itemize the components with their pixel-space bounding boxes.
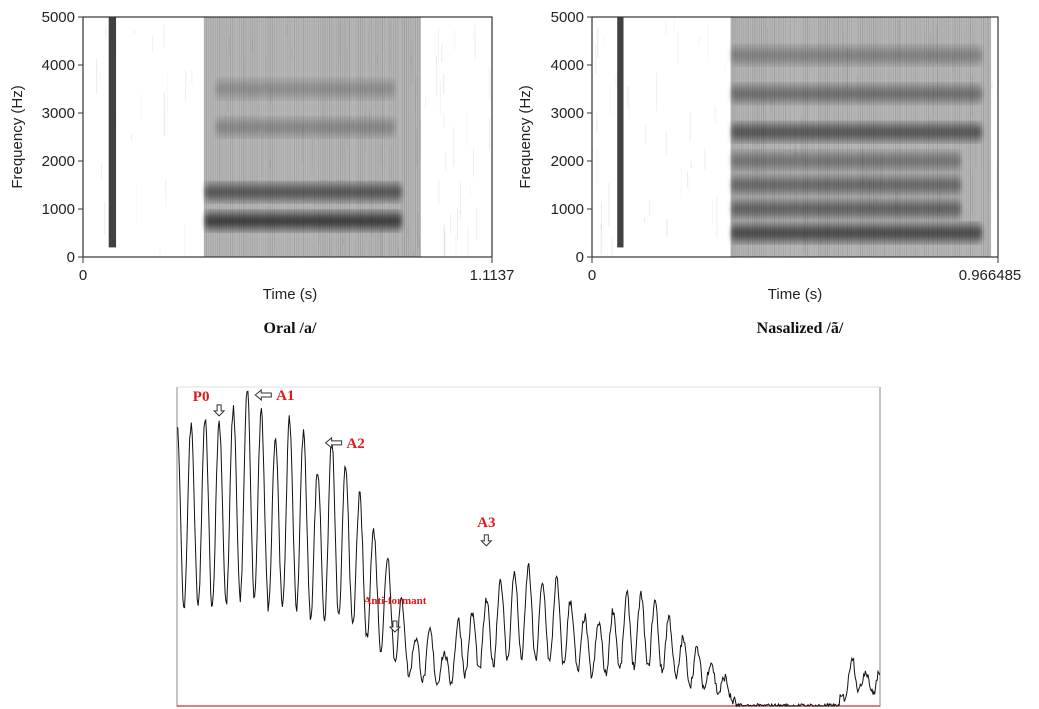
spectrogram-nasalized-y-tick-label-3000: 3000 [551,105,584,122]
spectrogram-nasalized-burst [617,17,624,248]
spectrogram-nasalized-x-tick-label-end: 0.966485 [959,267,1022,284]
annotation-anti-formant-label: Anti-formant [363,595,426,607]
spectrogram-nasalized-y-tick-label-1000: 1000 [551,201,584,218]
annotation-a3: A3 [477,515,495,547]
annotation-a1-arrow [254,388,272,402]
spectrogram-oral-caption: Oral /a/ [264,320,317,337]
annotation-anti-formant-arrow [388,620,402,633]
annotation-a2-arrow [324,436,343,449]
annotation-anti-formant: Anti-formant [363,595,427,633]
spectrogram-oral-x-tick-label-start: 0 [79,267,87,284]
spectrogram-nasalized-caption: Nasalized /ã/ [757,320,844,337]
spectrogram-nasalized-formant-band-3 [730,153,962,169]
annotation-a2: A2 [324,436,365,452]
spectrogram-nasalized-formant-band-2 [730,177,962,193]
spectrum-line [176,390,881,708]
spectrum-annotations: P0 A1 A2 A3 Anti-formant [193,388,495,633]
spectrogram-nasalized-content [595,17,998,257]
annotation-p0: P0 [193,389,226,417]
spectrogram-oral-formant-band-0 [204,213,403,229]
spectrogram-oral-y-tick-label-4000: 4000 [42,57,75,74]
spectrogram-nasalized-formant-band-4 [730,125,983,140]
spectrogram-oral-formant-band-2 [215,120,396,135]
spectrogram-nasalized-x-tick-label-start: 0 [588,267,596,284]
spectrogram-nasalized-y-tick-label-4000: 4000 [551,57,584,74]
spectrogram-nasalized-y-tick-label-2000: 2000 [551,153,584,170]
annotation-p0-label: P0 [193,389,210,405]
spectrogram-nasalized-y-axis-label: Frequency (Hz) [517,85,534,188]
spectrogram-oral-y-tick-label-3000: 3000 [42,105,75,122]
spectrogram-oral-y-axis-label: Frequency (Hz) [9,85,26,188]
annotation-a2-label: A2 [346,436,364,452]
spectrogram-nasalized-formant-band-1 [730,201,962,217]
spectrogram-oral-x-axis-label: Time (s) [263,286,317,303]
spectrogram-oral-frame [82,16,493,258]
spectrogram-nasalized-y-ticks: 0 1000 2000 3000 4000 5000 [551,9,592,266]
spectrogram-oral-burst [108,17,117,248]
spectrogram-oral-y-ticks: 0 1000 2000 3000 4000 5000 [42,9,83,266]
annotation-a3-arrow [480,534,493,547]
spectrogram-nasalized-frame [591,16,999,258]
annotation-a3-label: A3 [477,515,495,531]
spectrum-panel: P0 A1 A2 A3 Anti-formant [176,386,881,708]
spectrogram-nasalized: 0 1000 2000 3000 4000 5000 0 0.966485 Time (s… [517,9,1021,337]
spectrogram-nasalized-formant-band-5 [730,86,983,101]
spectrogram-oral-y-tick-label-1000: 1000 [42,201,75,218]
spectrogram-oral-y-tick-label-5000: 5000 [42,9,75,26]
spectrogram-nasalized-y-tick-label-5000: 5000 [551,9,584,26]
annotation-p0-arrow [212,404,226,417]
spectrogram-oral-formant-band-1 [204,185,403,200]
annotation-a1-label: A1 [276,388,294,404]
spectrogram-nasalized-y-tick-label-0: 0 [576,249,584,266]
spectrogram-oral-content [82,17,491,257]
spectrogram-oral-x-tick-label-end: 1.1137 [470,267,515,284]
spectrogram-nasalized-formant-band-6 [730,48,983,63]
spectrogram-oral-formant-band-3 [215,81,396,97]
spectrogram-oral-y-tick-label-2000: 2000 [42,153,75,170]
spectrogram-nasalized-formant-band-0 [730,225,983,241]
annotation-a1: A1 [254,388,294,404]
spectrogram-oral-y-tick-label-0: 0 [67,249,75,266]
spectrogram-nasalized-x-axis-label: Time (s) [768,286,822,303]
